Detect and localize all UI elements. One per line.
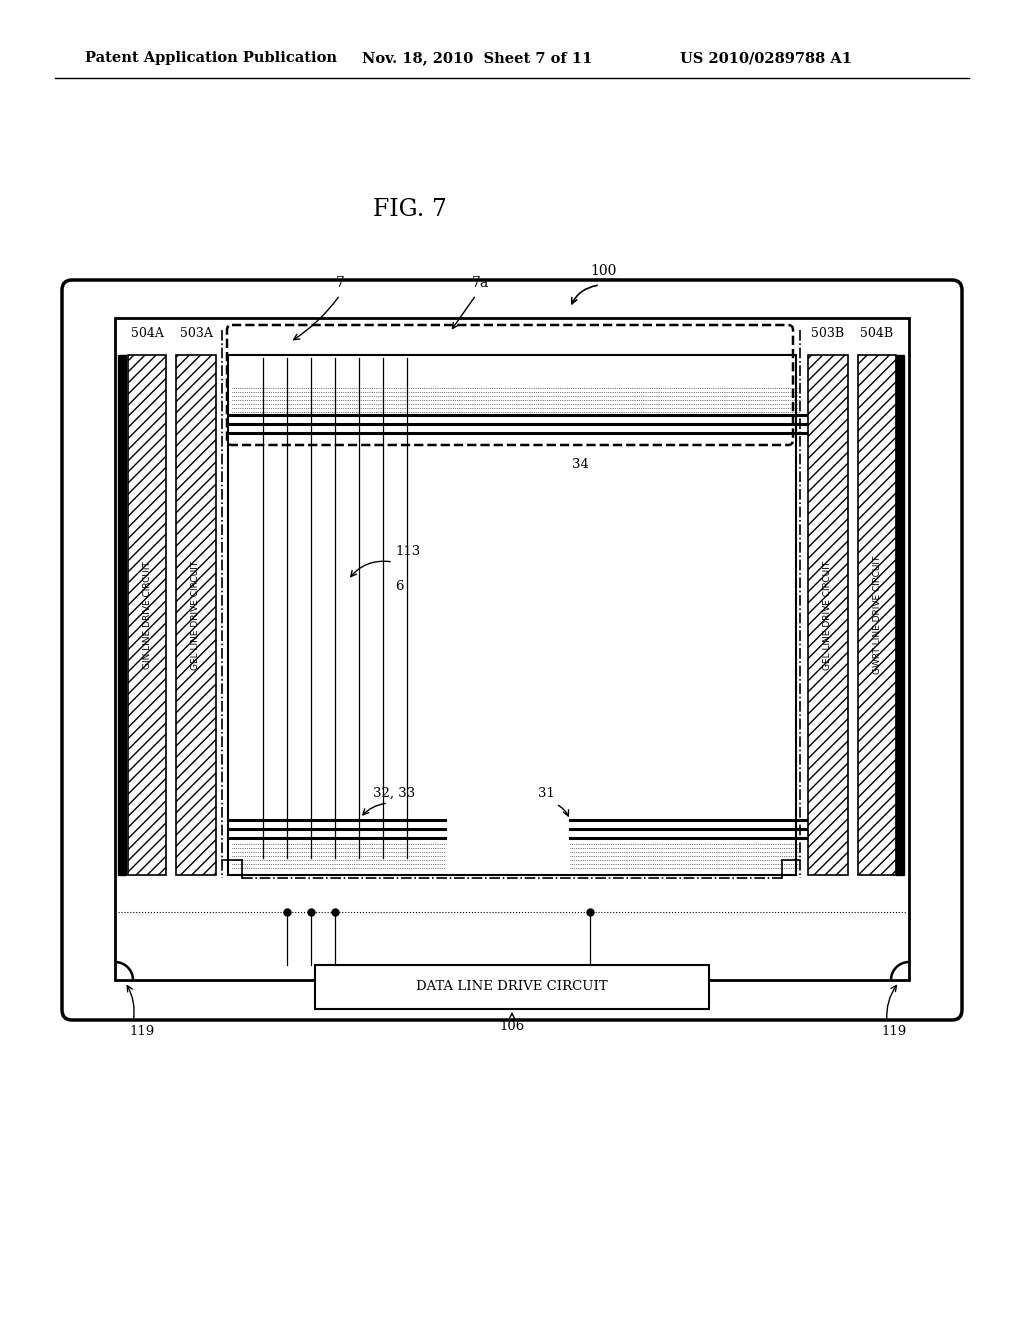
Text: GIN LINE DRIVE CIRCUIT: GIN LINE DRIVE CIRCUIT: [142, 561, 152, 669]
Text: 119: 119: [129, 1026, 155, 1038]
Text: 503B: 503B: [811, 327, 845, 341]
Bar: [808, 355, 848, 875]
Text: GEL LINE DRIVE CIRCUIT: GEL LINE DRIVE CIRCUIT: [191, 561, 201, 669]
Text: US 2010/0289788 A1: US 2010/0289788 A1: [680, 51, 852, 65]
Text: 504A: 504A: [131, 327, 164, 341]
Bar: [115, 318, 909, 979]
Bar: [128, 355, 166, 875]
Text: GEL LINE DRIVE CIRCUIT: GEL LINE DRIVE CIRCUIT: [823, 561, 833, 669]
Text: 503A: 503A: [179, 327, 212, 341]
Text: Nov. 18, 2010  Sheet 7 of 11: Nov. 18, 2010 Sheet 7 of 11: [362, 51, 592, 65]
Bar: [858, 355, 896, 875]
Text: Patent Application Publication: Patent Application Publication: [85, 51, 337, 65]
Text: 106: 106: [500, 1020, 524, 1034]
Bar: [118, 355, 126, 875]
Text: 32, 33: 32, 33: [373, 787, 416, 800]
Text: DATA LINE DRIVE CIRCUIT: DATA LINE DRIVE CIRCUIT: [416, 981, 608, 994]
Text: 6: 6: [395, 579, 403, 593]
Text: 7a: 7a: [472, 276, 489, 290]
Text: 100: 100: [591, 264, 617, 279]
Text: GWRT LINE DRIVE CIRCUIT: GWRT LINE DRIVE CIRCUIT: [872, 556, 882, 675]
Text: 113: 113: [395, 545, 420, 558]
Text: 7: 7: [336, 276, 344, 290]
FancyBboxPatch shape: [62, 280, 962, 1020]
Text: 504B: 504B: [860, 327, 894, 341]
Bar: [315, 965, 709, 1008]
Bar: [176, 355, 216, 875]
Text: 31: 31: [538, 787, 555, 800]
Text: 34: 34: [572, 458, 589, 471]
Bar: [228, 355, 796, 875]
Bar: [896, 355, 904, 875]
Text: 119: 119: [881, 1026, 906, 1038]
Text: FIG. 7: FIG. 7: [373, 198, 446, 222]
